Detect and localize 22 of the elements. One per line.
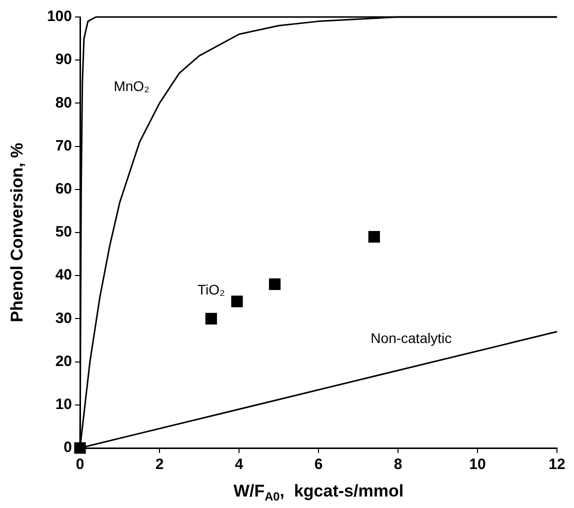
x-tick-label: 6	[314, 456, 323, 474]
series-label: MnO₂	[114, 78, 150, 94]
y-tick-label: 100	[46, 8, 72, 26]
y-tick-label: 50	[55, 224, 72, 241]
x-tick-label: 4	[234, 456, 244, 474]
x-tick-label: 2	[155, 456, 164, 474]
series-label: TiO₂	[197, 282, 225, 298]
x-tick-label: 10	[469, 456, 486, 474]
x-tick-label: 8	[394, 456, 402, 474]
series-label: Non-catalytic	[370, 330, 452, 346]
x-tick-label: 12	[548, 456, 566, 474]
y-tick-label: 80	[55, 94, 72, 112]
y-tick-label: 90	[55, 51, 72, 68]
y-tick-label: 10	[55, 396, 72, 414]
y-tick-label: 40	[55, 266, 72, 284]
y-axis-title: Phenol Conversion, %	[8, 142, 27, 322]
y-tick-label: 60	[55, 180, 72, 198]
y-tick-label: 20	[55, 352, 72, 370]
y-tick-label: 70	[55, 137, 72, 154]
x-tick-label: 0	[76, 456, 84, 474]
y-tick-label: 30	[55, 310, 72, 327]
y-tick-label: 0	[64, 439, 72, 456]
